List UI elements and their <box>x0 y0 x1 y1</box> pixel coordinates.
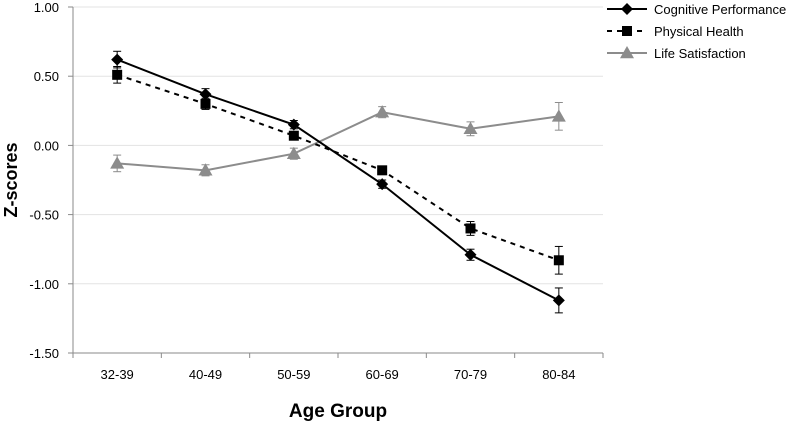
series-cognitive-performance <box>111 50 565 314</box>
y-tick-label: -1.50 <box>29 346 59 361</box>
life-satisfaction-point <box>286 146 301 159</box>
life-satisfaction-point <box>110 156 125 169</box>
life-satisfaction-point <box>551 109 566 122</box>
cognitive-performance-point <box>287 118 300 131</box>
x-tick-label: 70-79 <box>454 367 487 382</box>
legend-item-cognitive-performance: Cognitive Performance <box>607 2 786 17</box>
x-tick-label: 60-69 <box>366 367 399 382</box>
life-satisfaction-point <box>375 105 390 118</box>
series-layer <box>110 50 566 314</box>
grid-layer <box>73 6 603 354</box>
physical-health-line <box>116 73 560 262</box>
life-satisfaction-point <box>463 121 478 135</box>
cognitive-performance-point <box>199 88 212 101</box>
cognitive-performance-point <box>464 248 477 261</box>
legend-label: Life Satisfaction <box>654 46 746 61</box>
physical-health-point <box>112 69 123 80</box>
legend-item-physical-health: Physical Health <box>607 24 744 39</box>
legend-label: Physical Health <box>654 24 744 39</box>
x-axis-title: Age Group <box>289 401 387 422</box>
physical-health-point <box>288 130 299 141</box>
cognitive-performance-point <box>376 178 389 191</box>
life-satisfaction-point <box>198 163 213 176</box>
legend-label: Cognitive Performance <box>654 2 786 17</box>
y-axis-title: Z-scores <box>1 142 21 217</box>
cognitive-performance-point <box>552 294 565 307</box>
y-tick-label: -0.50 <box>29 208 59 223</box>
cognitive-performance-line <box>116 58 560 302</box>
series-physical-health <box>112 66 564 275</box>
y-tick-label: -1.00 <box>29 277 59 292</box>
y-tick-label: 0.50 <box>34 69 59 84</box>
series-life-satisfaction <box>110 101 566 177</box>
x-tick-label: 80-84 <box>542 367 575 382</box>
y-tick-label: 0.00 <box>34 138 59 153</box>
physical-health-point <box>377 165 388 176</box>
x-tick-label: 32-39 <box>101 367 134 382</box>
physical-health-point <box>200 98 211 109</box>
x-tick-label: 50-59 <box>277 367 310 382</box>
y-tick-label: 1.00 <box>34 0 59 15</box>
axis-layer: 1.00 0.50 0.00 -0.50 -1.00 -1.50 32-39 40-49 50-… <box>29 0 604 382</box>
life-satisfaction-line <box>117 111 559 172</box>
legend-marker <box>620 46 634 59</box>
legend-item-life-satisfaction: Life Satisfaction <box>607 46 746 61</box>
x-tick-label: 40-49 <box>189 367 222 382</box>
cognitive-performance-point <box>111 53 124 66</box>
physical-health-point <box>553 255 564 266</box>
legend-marker <box>622 26 632 36</box>
legend-marker <box>621 3 633 15</box>
physical-health-point <box>465 223 476 234</box>
legend: Cognitive Performance Physical Health Life… <box>607 2 786 61</box>
